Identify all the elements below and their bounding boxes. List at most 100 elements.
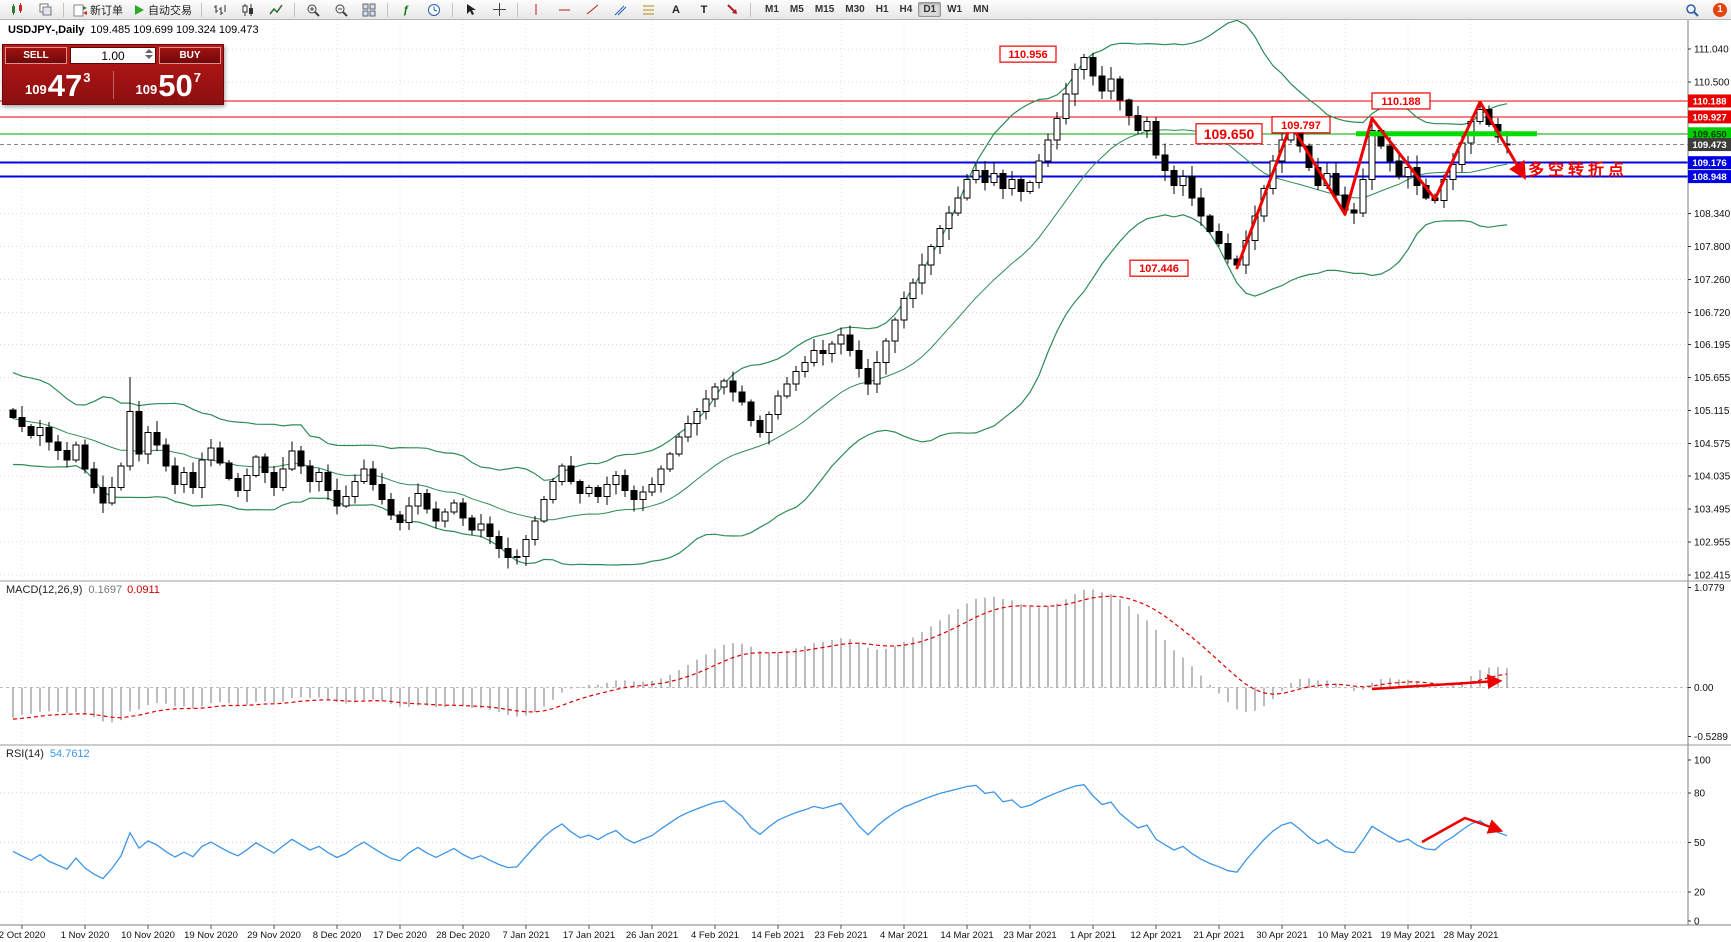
svg-text:10 May 2021: 10 May 2021 xyxy=(1318,930,1373,941)
sell-button[interactable]: SELL xyxy=(5,47,67,64)
timeframe-button-mn[interactable]: MN xyxy=(973,4,989,15)
svg-text:7 Jan 2021: 7 Jan 2021 xyxy=(502,930,549,941)
svg-text:107.446: 107.446 xyxy=(1139,263,1179,275)
one-click-trade-panel: SELL 1.00 BUY 109 47 3 109 50 7 xyxy=(2,44,224,105)
svg-text:23 Feb 2021: 23 Feb 2021 xyxy=(814,930,867,941)
indicators-button[interactable]: ƒ xyxy=(402,3,410,16)
new-order-label: 新订单 xyxy=(90,4,123,17)
rsi-indicator-label: RSI(14) 54.7612 xyxy=(6,748,90,760)
profiles-button[interactable] xyxy=(32,0,58,19)
ohlc-values: 109.485 109.699 109.324 109.473 xyxy=(90,24,259,36)
text-label-tool-button[interactable]: T xyxy=(700,3,708,16)
svg-text:102.955: 102.955 xyxy=(1694,538,1731,549)
svg-text:109.176: 109.176 xyxy=(1692,158,1726,169)
svg-text:108.340: 108.340 xyxy=(1694,209,1731,220)
svg-text:110.956: 110.956 xyxy=(1008,49,1047,61)
svg-text:10 Nov 2020: 10 Nov 2020 xyxy=(121,930,175,941)
svg-text:108.948: 108.948 xyxy=(1692,172,1726,183)
price-divider xyxy=(112,71,114,99)
buy-button[interactable]: BUY xyxy=(159,47,221,64)
auto-trading-label: 自动交易 xyxy=(148,4,192,17)
macd-pane xyxy=(12,589,1508,723)
chart-canvas[interactable]: 多空转折点 110.956 109.650 109.797 110.188 107.446… xyxy=(0,20,1731,942)
svg-text:80: 80 xyxy=(1694,789,1706,800)
svg-text:103.495: 103.495 xyxy=(1694,505,1731,516)
timeframe-button-h4[interactable]: H4 xyxy=(899,4,913,15)
svg-text:104.575: 104.575 xyxy=(1694,439,1731,450)
toolbar-separator xyxy=(517,2,518,17)
crosshair-tool-button[interactable] xyxy=(486,0,512,19)
bar-chart-mode-button[interactable] xyxy=(207,0,233,19)
svg-text:4 Feb 2021: 4 Feb 2021 xyxy=(691,930,739,941)
timeframe-button-w1[interactable]: W1 xyxy=(947,4,963,15)
svg-text:4 Mar 2021: 4 Mar 2021 xyxy=(880,930,928,941)
channel-tool-button[interactable] xyxy=(607,0,633,19)
toolbar-separator xyxy=(294,2,295,17)
svg-text:107.260: 107.260 xyxy=(1694,275,1731,286)
toolbar-separator xyxy=(201,2,202,17)
svg-text:109.650: 109.650 xyxy=(1692,129,1726,140)
svg-text:1 Nov 2020: 1 Nov 2020 xyxy=(61,930,110,941)
svg-text:106.720: 106.720 xyxy=(1694,308,1731,319)
timeframe-button-h1[interactable]: H1 xyxy=(875,4,889,15)
volume-input[interactable]: 1.00 xyxy=(70,47,156,64)
periods-button[interactable] xyxy=(421,0,447,19)
svg-text:29 Nov 2020: 29 Nov 2020 xyxy=(247,930,301,941)
macd-signal-value: 0.0911 xyxy=(127,584,160,596)
new-order-button[interactable]: 新订单 xyxy=(69,0,127,19)
svg-text:14 Feb 2021: 14 Feb 2021 xyxy=(751,930,804,941)
zoom-out-button[interactable] xyxy=(328,0,354,19)
symbol-name: USDJPY-,Daily xyxy=(8,24,85,36)
svg-text:110.188: 110.188 xyxy=(1381,96,1420,108)
new-chart-button[interactable] xyxy=(4,0,30,19)
time-axis-zone[interactable] xyxy=(0,925,1731,942)
svg-text:105.115: 105.115 xyxy=(1694,406,1730,417)
vertical-line-tool-button[interactable] xyxy=(523,0,549,19)
buy-price-display: 109 50 7 xyxy=(135,68,201,104)
svg-text:109.797: 109.797 xyxy=(1281,120,1321,132)
price-axis-zone[interactable] xyxy=(1688,20,1731,925)
svg-text:110.188: 110.188 xyxy=(1693,96,1727,107)
timeframe-button-m5[interactable]: M5 xyxy=(789,4,804,15)
svg-text:26 Jan 2021: 26 Jan 2021 xyxy=(626,930,678,941)
svg-text:17 Dec 2020: 17 Dec 2020 xyxy=(373,930,427,941)
horizontal-line-tool-button[interactable] xyxy=(551,0,577,19)
timeframe-group: M1 M5 M15 M30 H1 H4 D1 W1 MN xyxy=(760,2,994,17)
timeframe-button-m15[interactable]: M15 xyxy=(814,4,835,15)
timeframe-button-m1[interactable]: M1 xyxy=(765,4,779,15)
notification-badge[interactable]: 1 xyxy=(1713,2,1727,17)
svg-text:106.195: 106.195 xyxy=(1694,340,1731,351)
svg-text:100: 100 xyxy=(1694,756,1711,767)
arrows-tool-button[interactable] xyxy=(719,0,745,19)
main-toolbar: 新订单 自动交易 ƒ A T M1 M5 M15 M30 H1 H4 D1 W1 MN xyxy=(0,0,1731,20)
volume-spinner[interactable] xyxy=(145,49,153,59)
zoom-in-button[interactable] xyxy=(300,0,326,19)
chart-ohlc-label: USDJPY-,Daily 109.485 109.699 109.324 10… xyxy=(8,24,259,36)
line-chart-mode-button[interactable] xyxy=(263,0,289,19)
svg-text:102.415: 102.415 xyxy=(1694,571,1731,582)
candlesticks xyxy=(9,52,1511,569)
svg-text:0.00: 0.00 xyxy=(1694,683,1714,694)
pane-splitter-rsi[interactable] xyxy=(0,743,1731,748)
svg-text:1.0779: 1.0779 xyxy=(1694,583,1725,594)
pane-splitter-macd[interactable] xyxy=(0,579,1731,584)
trendline-tool-button[interactable] xyxy=(579,0,605,19)
svg-text:28 May 2021: 28 May 2021 xyxy=(1444,930,1499,941)
fibonacci-tool-button[interactable] xyxy=(635,0,661,19)
svg-text:20: 20 xyxy=(1694,888,1706,899)
gridlines xyxy=(0,20,1688,925)
rsi-value: 54.7612 xyxy=(49,748,90,760)
toolbar-separator xyxy=(452,2,453,17)
svg-text:105.655: 105.655 xyxy=(1694,373,1731,384)
svg-text:30 Apr 2021: 30 Apr 2021 xyxy=(1256,930,1307,941)
auto-trading-button[interactable]: 自动交易 xyxy=(129,0,196,19)
search-icon[interactable] xyxy=(1679,0,1705,19)
timeframe-button-d1[interactable]: D1 xyxy=(918,2,942,17)
cursor-tool-button[interactable] xyxy=(458,0,484,19)
trend-annotations: 多空转折点 xyxy=(1235,100,1624,844)
text-tool-button[interactable]: A xyxy=(672,3,680,16)
timeframe-button-m30[interactable]: M30 xyxy=(845,4,865,15)
candle-chart-mode-button[interactable] xyxy=(235,0,261,19)
tile-windows-button[interactable] xyxy=(356,0,382,19)
